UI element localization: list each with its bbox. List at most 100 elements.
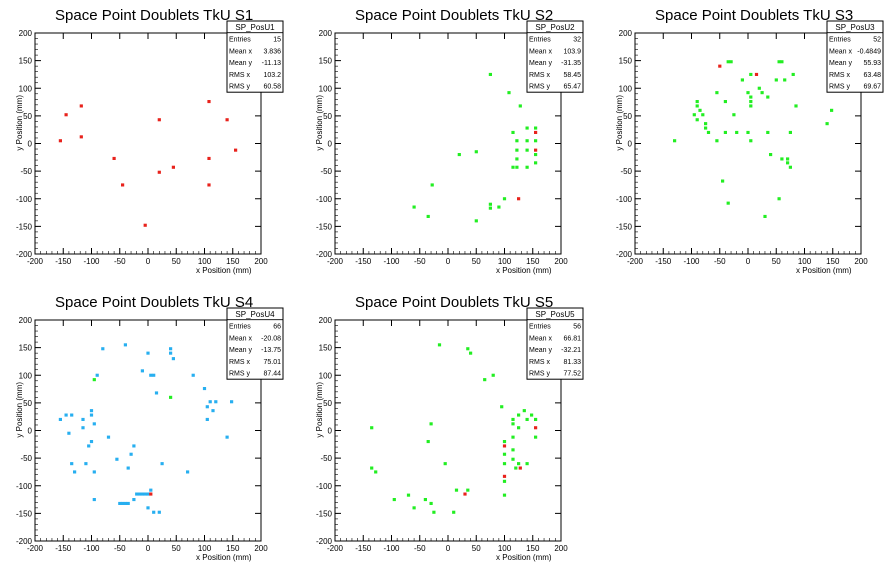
data-point — [515, 139, 519, 143]
stats-label: Mean y — [829, 60, 852, 67]
y-axis-title: y Position (mm) — [315, 95, 324, 151]
data-point — [525, 126, 529, 130]
stats-label: RMS y — [529, 84, 551, 91]
data-point — [534, 435, 538, 439]
stats-label: RMS x — [229, 72, 251, 79]
data-point — [207, 100, 211, 104]
data-point — [426, 440, 430, 444]
data-point — [135, 492, 139, 496]
data-point — [171, 357, 175, 361]
data-point — [518, 104, 522, 108]
stats-value: 81.33 — [563, 359, 581, 366]
data-point — [769, 153, 773, 157]
data-point — [429, 501, 433, 505]
y-tick-label: 200 — [619, 29, 633, 38]
data-point — [511, 435, 515, 439]
data-point — [511, 422, 515, 426]
data-point — [423, 498, 427, 502]
data-point — [511, 165, 515, 169]
stats-label: RMS x — [229, 359, 251, 366]
stats-value: -13.75 — [261, 347, 281, 354]
y-tick-label: -200 — [316, 537, 333, 546]
data-point — [825, 122, 829, 126]
y-tick-label: 50 — [623, 112, 632, 121]
data-point — [101, 347, 105, 351]
plot-frame — [34, 319, 262, 542]
y-tick-label: -50 — [20, 454, 32, 463]
stats-value: -11.13 — [262, 60, 281, 67]
data-point — [515, 165, 519, 169]
data-point — [426, 214, 430, 218]
stats-value: 52 — [873, 37, 881, 44]
data-point — [723, 130, 727, 134]
data-point — [474, 219, 478, 223]
y-tick-label: 150 — [319, 344, 333, 353]
data-point — [732, 113, 736, 117]
data-point — [488, 202, 492, 206]
stats-label: Mean x — [529, 48, 552, 55]
y-tick-label: 100 — [319, 371, 333, 380]
data-point — [749, 139, 753, 143]
data-point — [207, 183, 211, 187]
data-point — [507, 91, 511, 95]
data-point — [749, 72, 753, 76]
data-point — [457, 153, 461, 157]
data-point — [723, 100, 727, 104]
data-point — [673, 139, 677, 143]
data-point — [514, 466, 518, 470]
stats-value: 56 — [573, 324, 581, 331]
x-tick-label: 150 — [226, 257, 240, 266]
data-point — [374, 470, 378, 474]
data-point — [511, 457, 515, 461]
y-tick-label: 150 — [19, 344, 33, 353]
x-tick-label: -150 — [55, 544, 72, 553]
data-point — [729, 60, 733, 64]
x-tick-label: 200 — [854, 257, 868, 266]
stats-label: Entries — [529, 37, 551, 44]
data-point — [502, 440, 507, 444]
y-tick-label: 200 — [319, 316, 333, 325]
stats-label: Mean x — [229, 48, 252, 55]
y-tick-label: -150 — [316, 509, 333, 518]
data-point — [534, 130, 538, 134]
data-point — [534, 153, 538, 157]
data-point — [202, 387, 207, 391]
data-point — [474, 150, 478, 154]
data-point — [211, 409, 215, 413]
y-tick-label: -100 — [316, 195, 333, 204]
stats-label: RMS y — [529, 371, 551, 378]
data-point — [137, 492, 142, 496]
stats-label: Entries — [229, 324, 251, 331]
data-point — [67, 431, 71, 435]
x-tick-label: -50 — [114, 544, 126, 553]
data-point — [392, 498, 396, 502]
x-tick-label: -100 — [383, 544, 400, 553]
data-point — [121, 183, 125, 187]
data-point — [234, 148, 238, 152]
data-point — [760, 91, 764, 95]
data-point — [786, 161, 790, 165]
x-tick-label: -50 — [114, 257, 126, 266]
data-point — [502, 452, 507, 456]
data-point — [126, 466, 130, 470]
y-tick-label: -50 — [320, 167, 332, 176]
data-point — [749, 95, 753, 99]
data-point — [517, 426, 521, 430]
data-point — [79, 135, 83, 139]
data-point — [534, 139, 538, 143]
y-tick-label: 100 — [19, 371, 33, 380]
x-tick-label: 100 — [798, 257, 812, 266]
data-point — [788, 165, 792, 169]
data-point — [81, 426, 85, 430]
x-tick-label: -150 — [355, 257, 372, 266]
data-point — [791, 72, 795, 76]
data-point — [491, 373, 495, 377]
data-point — [780, 60, 784, 64]
data-point — [140, 369, 144, 373]
data-point — [89, 409, 94, 413]
y-axis-title: y Position (mm) — [315, 382, 324, 438]
data-point — [214, 400, 218, 404]
data-point — [58, 139, 62, 143]
data-point — [511, 448, 515, 452]
